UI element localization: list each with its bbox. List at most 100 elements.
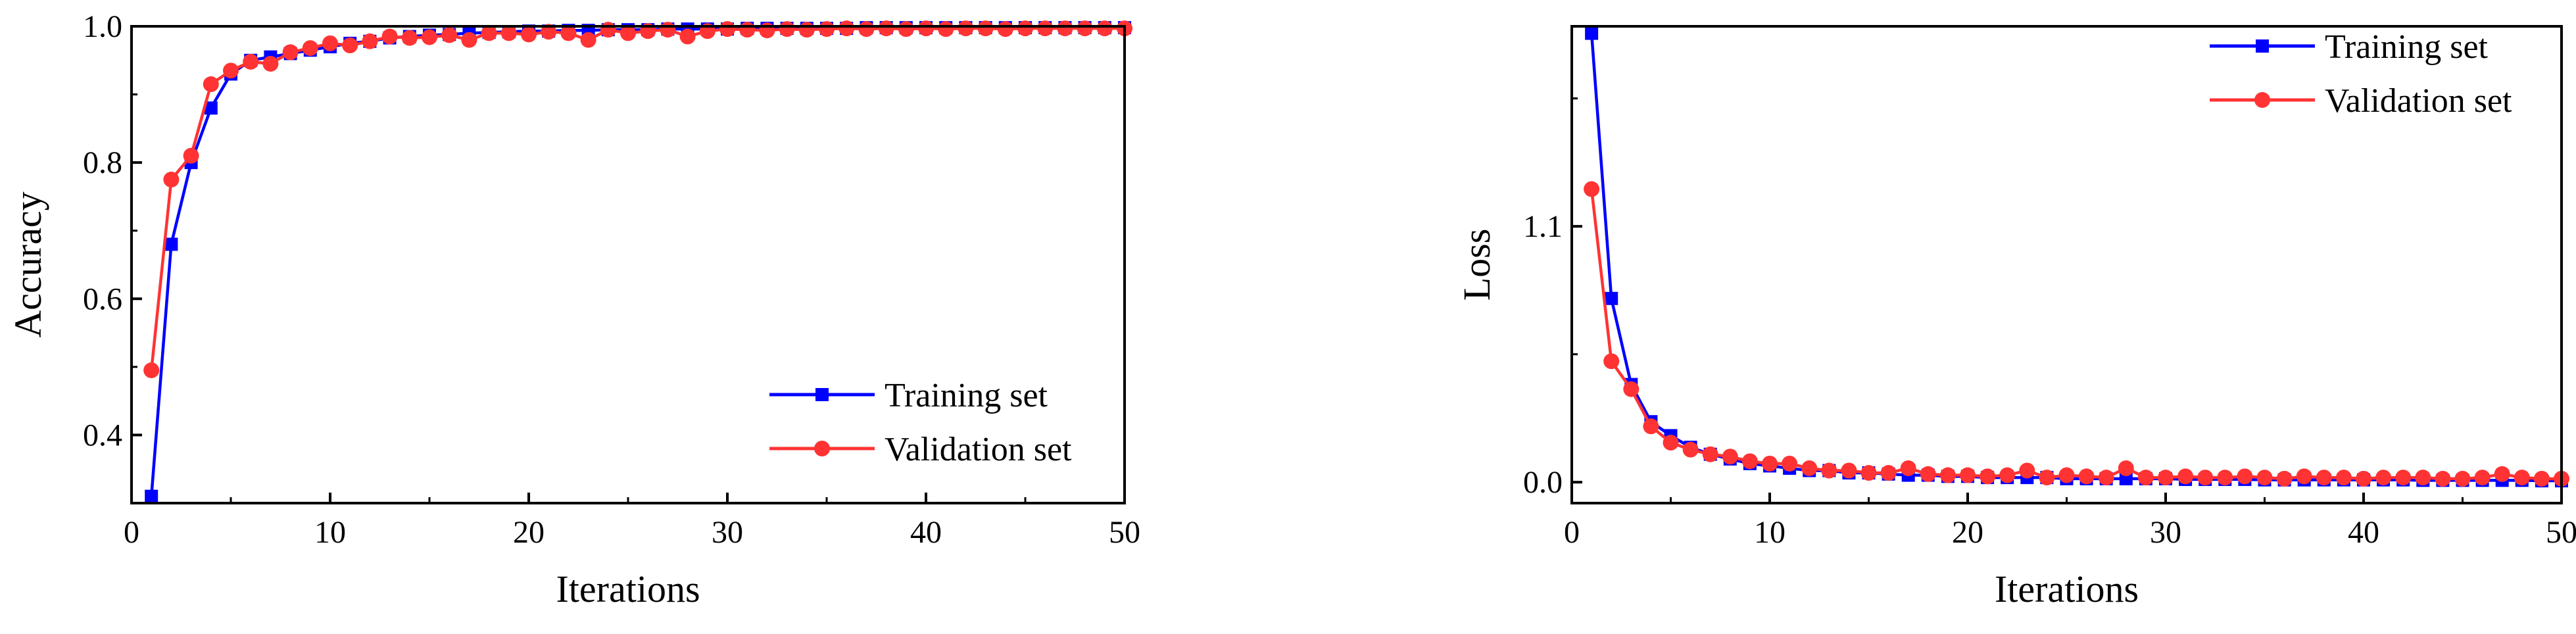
legend-validation-label: Validation set [885, 431, 1072, 468]
training-point [204, 101, 218, 115]
validation-point [1702, 446, 1718, 462]
x-tick-label: 0 [1564, 515, 1580, 550]
legend-validation-marker [2254, 92, 2270, 108]
validation-point [1980, 468, 1996, 485]
validation-point [2375, 470, 2392, 486]
x-tick-label: 30 [712, 515, 743, 550]
y-tick-label: 0.0 [1523, 465, 1563, 500]
validation-point [441, 27, 458, 43]
validation-point [481, 25, 497, 41]
loss-series [1584, 26, 2569, 488]
validation-point [838, 20, 855, 37]
y-tick-label: 0.6 [83, 281, 122, 316]
validation-point [719, 21, 735, 37]
legend-training-label: Training set [2325, 28, 2489, 66]
validation-point [2158, 470, 2174, 486]
validation-point [322, 35, 338, 51]
validation-point [342, 37, 358, 53]
validation-point [163, 172, 180, 188]
validation-point [2019, 462, 2035, 479]
validation-point [1960, 467, 1976, 483]
validation-point [2237, 468, 2253, 485]
validation-point [500, 25, 517, 41]
validation-point [1682, 441, 1699, 458]
series-line-validation [149, 26, 1125, 371]
validation-point [2078, 468, 2095, 485]
validation-point [1900, 460, 1916, 476]
validation-point [819, 21, 835, 37]
validation-point [1880, 465, 1897, 481]
accuracy-plot-frame [130, 25, 1126, 504]
validation-point [958, 20, 974, 37]
x-tick-label: 30 [2150, 515, 2181, 550]
validation-point [1999, 467, 2016, 483]
validation-point [2197, 470, 2214, 486]
legend-validation-label: Validation set [2325, 82, 2512, 120]
validation-point [2276, 470, 2293, 487]
validation-point [798, 22, 815, 38]
validation-point [2256, 470, 2273, 486]
validation-point [2296, 468, 2312, 485]
validation-point [620, 25, 636, 41]
validation-point [660, 22, 676, 38]
validation-point [779, 21, 795, 37]
validation-point [401, 30, 418, 46]
x-tick-label: 50 [1109, 515, 1140, 550]
x-tick-label: 20 [513, 515, 545, 550]
validation-point [1603, 353, 1620, 370]
legend-training-marker [815, 388, 829, 401]
loss-plot-frame [1570, 25, 2563, 504]
validation-point [223, 62, 239, 79]
validation-point [1096, 20, 1113, 37]
validation-point [203, 76, 219, 93]
validation-point [2335, 470, 2352, 486]
validation-point [679, 28, 696, 45]
validation-point [2514, 470, 2530, 486]
training-point [1585, 26, 1599, 40]
validation-point [1077, 20, 1093, 37]
loss-legend: Training set Validation set [2210, 28, 2512, 120]
validation-point [381, 28, 398, 45]
validation-point [1782, 455, 1798, 472]
validation-point [1920, 466, 1936, 482]
validation-point [362, 33, 378, 49]
validation-point [541, 24, 557, 40]
validation-point [2177, 468, 2194, 485]
validation-point [600, 22, 616, 38]
validation-point [2058, 467, 2075, 483]
accuracy-ticks: 0 10 20 30 40 50 0.4 0.6 0.8 1.0 [83, 9, 1140, 550]
x-tick-label: 20 [1952, 515, 1983, 550]
validation-point [2415, 470, 2431, 486]
validation-point [1860, 465, 1877, 481]
series-line-validation [1590, 189, 2562, 481]
validation-point [2435, 470, 2451, 487]
loss-ticks: 0 10 20 30 40 50 0.0 1.1 [1523, 97, 2576, 550]
validation-point [243, 53, 259, 70]
training-point [2119, 472, 2133, 485]
x-tick-label: 10 [314, 515, 346, 550]
validation-point [1017, 20, 1033, 37]
validation-point [1722, 449, 1738, 465]
validation-point [997, 21, 1013, 37]
validation-point [1643, 418, 1659, 435]
x-tick-label: 40 [2348, 515, 2379, 550]
training-point [145, 489, 158, 503]
y-tick-label: 1.0 [83, 9, 122, 44]
validation-point [143, 362, 160, 379]
validation-point [2316, 470, 2332, 486]
legend-validation-marker [814, 441, 830, 456]
validation-point [560, 25, 577, 41]
validation-point [282, 44, 299, 61]
validation-point [2454, 470, 2471, 487]
validation-point [1841, 462, 1857, 479]
validation-point [739, 22, 756, 38]
legend-training-label: Training set [885, 377, 1048, 414]
validation-point [302, 40, 318, 57]
series-line-training [149, 26, 1125, 497]
validation-point [2039, 470, 2055, 486]
validation-point [2356, 470, 2371, 487]
validation-point [858, 21, 875, 37]
y-tick-label: 1.1 [1523, 209, 1563, 244]
validation-point [1037, 20, 1054, 37]
